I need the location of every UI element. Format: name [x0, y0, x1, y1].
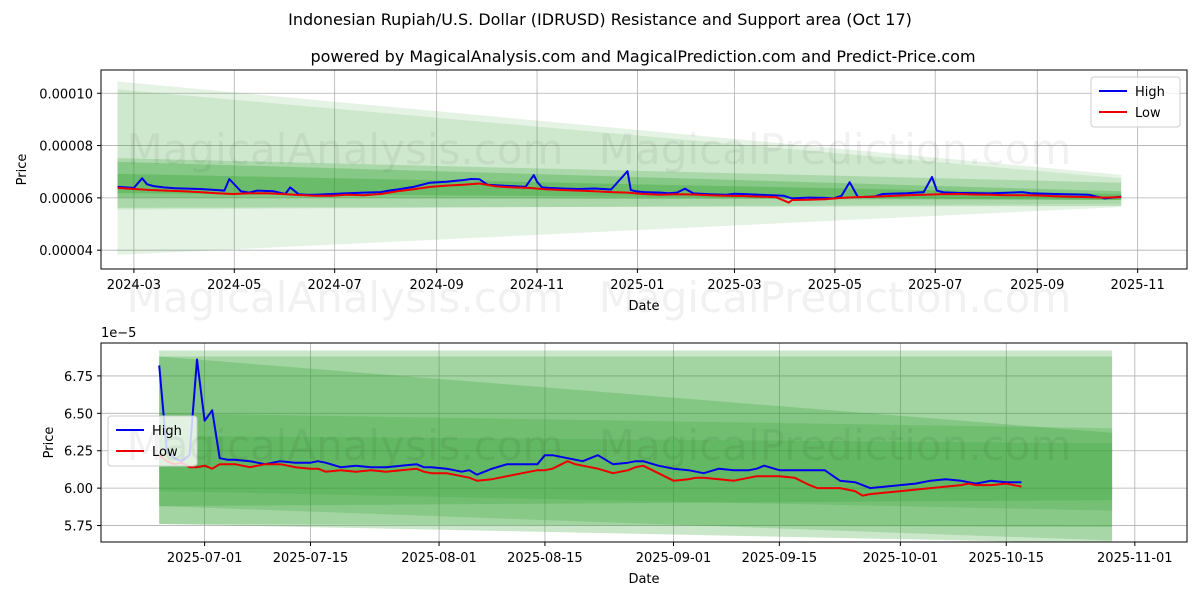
- bottom-grid: [101, 343, 1187, 542]
- top-axes-frame: [100, 69, 1188, 270]
- bottom-x-tick-label: 2025-10-15: [968, 551, 1044, 566]
- top-series-high: [117, 170, 1122, 200]
- top-y-tick-label: 0.00004: [39, 244, 93, 259]
- watermark-analysis-bottom: MagicalAnalysis.com: [127, 421, 564, 470]
- watermark-analysis-middle: MagicalAnalysis.com: [127, 273, 564, 322]
- top-x-tick-label: 2024-11: [510, 278, 564, 293]
- top-x-tick-label: 2024-07: [307, 278, 361, 293]
- top-bands: [117, 81, 1122, 255]
- top-legend-box: [1090, 76, 1181, 128]
- top-x-tick-label: 2025-05: [808, 278, 862, 293]
- bottom-y-tick-label: 5.75: [64, 520, 93, 535]
- watermarks: MagicalAnalysis.com MagicalPrediction.co…: [127, 125, 1072, 470]
- chart-subtitle: powered by MagicalAnalysis.com and Magic…: [310, 47, 975, 66]
- bottom-y-tick-label: 6.50: [64, 407, 93, 422]
- top-x-tick-label: 2024-03: [107, 278, 161, 293]
- bottom-x-tick-label: 2025-10-01: [863, 551, 939, 566]
- bottom-band-1: [159, 356, 1113, 527]
- top-x-tick-label: 2025-01: [610, 278, 664, 293]
- watermark-analysis-top: MagicalAnalysis.com: [127, 125, 564, 174]
- bottom-band-4: [159, 435, 1113, 511]
- bottom-legend-box: [107, 415, 198, 467]
- bottom-y-tick-label: 6.75: [64, 370, 93, 385]
- top-legend-label-low: Low: [1135, 106, 1161, 121]
- top-x-tick-label: 2025-11: [1110, 278, 1164, 293]
- bottom-y-multiplier: 1e−5: [101, 326, 136, 341]
- top-series-low: [117, 182, 1122, 204]
- top-band-0: [117, 81, 1122, 255]
- bottom-axes-frame: [100, 342, 1188, 543]
- top-chart-panel: 2024-03 2024-05 2024-07 2024-09 2024-11 2025-…: [15, 69, 1188, 314]
- top-x-axis-label: Date: [628, 299, 659, 314]
- watermark-prediction-top: MagicalPrediction.com: [599, 125, 1072, 174]
- top-band-1: [117, 89, 1122, 210]
- bottom-x-tick-label: 2025-08-01: [401, 551, 477, 566]
- bottom-x-tick-label: 2025-09-15: [742, 551, 818, 566]
- watermark-prediction-bottom: MagicalPrediction.com: [599, 421, 1072, 470]
- bottom-y-axis-label: Price: [42, 427, 57, 459]
- bottom-band-2: [159, 356, 1113, 507]
- top-y-tick-label: 0.00008: [39, 140, 93, 155]
- bottom-x-axis-label: Date: [628, 572, 659, 587]
- watermark-prediction-middle: MagicalPrediction.com: [599, 273, 1072, 322]
- top-x-tick-label: 2025-09: [1010, 278, 1064, 293]
- bottom-y-tick-label: 6.00: [64, 482, 93, 497]
- top-y-tick-label: 0.00006: [39, 192, 93, 207]
- top-x-tick-label: 2024-09: [410, 278, 464, 293]
- top-y-axis-label: Price: [15, 154, 30, 186]
- top-x-tick-label: 2024-05: [207, 278, 261, 293]
- bottom-legend-label-high: High: [152, 424, 182, 439]
- bottom-x-tick-label: 2025-09-01: [636, 551, 712, 566]
- top-legend: High Low: [1090, 76, 1181, 128]
- bottom-legend: High Low: [107, 415, 198, 467]
- chart-title: Indonesian Rupiah/U.S. Dollar (IDRUSD) R…: [288, 10, 912, 29]
- bottom-band-3: [159, 413, 1113, 541]
- top-legend-label-high: High: [1135, 85, 1165, 100]
- bottom-chart-panel: 2025-07-01 2025-07-15 2025-08-01 2025-08-15…: [42, 326, 1188, 587]
- top-x-tick-label: 2025-03: [707, 278, 761, 293]
- bottom-x-tick-label: 2025-07-01: [167, 551, 243, 566]
- bottom-x-tick-label: 2025-08-15: [507, 551, 583, 566]
- top-x-tick-label: 2025-07: [908, 278, 962, 293]
- bottom-y-tick-label: 6.25: [64, 445, 93, 460]
- bottom-legend-label-low: Low: [152, 445, 178, 460]
- bottom-x-tick-label: 2025-11-01: [1097, 551, 1173, 566]
- bottom-x-tick-label: 2025-07-15: [273, 551, 349, 566]
- top-y-tick-label: 0.00010: [39, 87, 93, 102]
- bottom-series-low: [158, 454, 1022, 497]
